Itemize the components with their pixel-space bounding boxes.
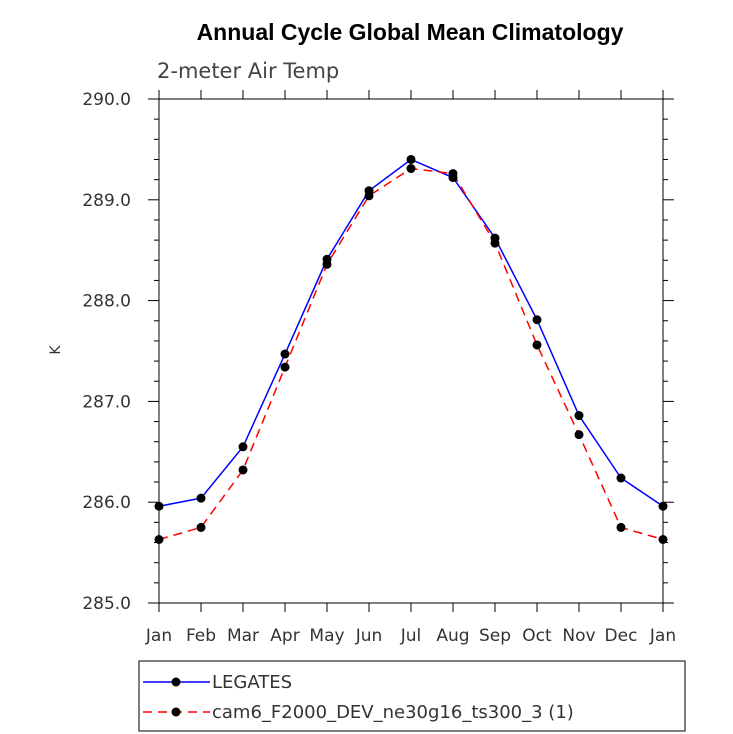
x-tick-label: Apr [270, 626, 299, 646]
series-2-point [154, 534, 164, 544]
series-1-point [616, 473, 626, 483]
legend-marker-1 [171, 677, 181, 687]
x-tick-label: May [309, 626, 344, 646]
x-tick-label: Mar [227, 626, 259, 646]
series-points [154, 154, 668, 544]
y-tick-label: 290.0 [82, 90, 131, 110]
y-tick-label: 288.0 [82, 292, 131, 312]
series-2-point [280, 362, 290, 372]
series-1-point [658, 501, 668, 511]
x-tick-label: Aug [436, 626, 469, 646]
series-2-point [490, 238, 500, 248]
x-tick-label: Feb [186, 626, 216, 646]
y-tick-label: 289.0 [82, 191, 131, 211]
chart-title: Annual Cycle Global Mean Climatology [197, 19, 624, 45]
x-tick-label: Sep [479, 626, 511, 646]
series-2-point [238, 465, 248, 475]
y-tick-labels: 285.0 286.0 287.0 288.0 289.0 290.0 [82, 90, 131, 614]
series-2-point [322, 259, 332, 269]
series-2-point [574, 430, 584, 440]
series-1-point [532, 315, 542, 325]
y-axis-label: K [48, 345, 64, 355]
series-2-point [364, 191, 374, 201]
x-tick-label: Jan [145, 626, 172, 646]
legend: LEGATES cam6_F2000_DEV_ne30g16_ts300_3 (1… [143, 672, 574, 723]
x-tick-label: Jun [355, 626, 383, 646]
y-tick-label: 286.0 [82, 493, 131, 513]
x-tick-label: Oct [522, 626, 552, 646]
series-2-point [448, 169, 458, 179]
series-line-2 [158, 167, 664, 541]
series-2-point [406, 164, 416, 174]
axis-ticks [148, 90, 674, 612]
x-tick-label: Dec [605, 626, 638, 646]
x-tick-labels: Jan Feb Mar Apr May Jun Jul Aug Sep Oct Nov Dec Jan [145, 626, 676, 646]
series-1-point [238, 442, 248, 452]
legend-marker-2 [171, 707, 181, 717]
legend-label-2: cam6_F2000_DEV_ne30g16_ts300_3 (1) [212, 702, 574, 723]
series-2-point [616, 522, 626, 532]
legend-label-1: LEGATES [212, 672, 292, 693]
series-1-point [280, 349, 290, 359]
x-tick-label: Jul [400, 626, 422, 646]
series-1-point [154, 501, 164, 511]
series-2-point [658, 534, 668, 544]
series-line-1 [158, 158, 664, 507]
x-tick-label: Nov [562, 626, 595, 646]
chart-subtitle: 2-meter Air Temp [157, 59, 339, 83]
series-1-point [574, 411, 584, 421]
series-2-point [196, 522, 206, 532]
y-tick-label: 287.0 [82, 392, 131, 412]
series-2-point [532, 340, 542, 350]
series-lines [158, 158, 664, 541]
legend-box [138, 660, 686, 732]
y-tick-label: 285.0 [82, 594, 131, 614]
series-1-point [196, 493, 206, 503]
series-1-point [406, 154, 416, 164]
plot-frame [158, 98, 664, 604]
x-tick-label: Jan [649, 626, 676, 646]
